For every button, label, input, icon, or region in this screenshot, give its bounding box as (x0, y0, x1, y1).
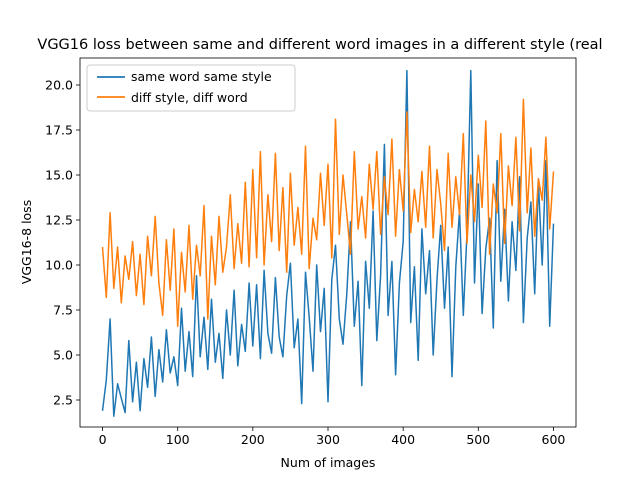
y-axis: 2.5 5.0 7.5 10.0 12.5 15.0 17.5 20.0 (45, 78, 80, 408)
y-tick-label: 12.5 (45, 213, 73, 228)
y-tick-label: 7.5 (53, 303, 73, 318)
x-axis-title: Num of images (281, 455, 376, 470)
x-tick-label: 400 (391, 432, 415, 447)
x-tick-label: 0 (99, 432, 107, 447)
x-tick-label: 500 (466, 432, 490, 447)
x-tick-label: 600 (542, 432, 566, 447)
y-tick-label: 2.5 (53, 393, 73, 408)
legend-box (86, 64, 296, 112)
chart-title: VGG16 loss between same and different wo… (37, 37, 602, 53)
series-layer (101, 69, 555, 417)
y-tick-label: 5.0 (53, 348, 73, 363)
y-tick-label: 10.0 (45, 258, 73, 273)
x-axis: 0 100 200 300 400 500 600 (99, 427, 566, 447)
legend-label-same-word: same word same style (131, 69, 272, 84)
y-tick-label: 20.0 (45, 78, 73, 93)
series-line-0 (101, 69, 555, 417)
x-tick-label: 200 (241, 432, 265, 447)
series-line-1 (101, 98, 555, 327)
x-tick-label: 100 (166, 432, 190, 447)
legend: same word same style diff style, diff wo… (86, 64, 296, 112)
y-tick-label: 17.5 (45, 123, 73, 138)
y-tick-label: 15.0 (45, 168, 73, 183)
legend-label-diff-style: diff style, diff word (131, 90, 248, 105)
y-axis-title: VGG16-8 loss (19, 200, 34, 284)
x-tick-label: 300 (316, 432, 340, 447)
